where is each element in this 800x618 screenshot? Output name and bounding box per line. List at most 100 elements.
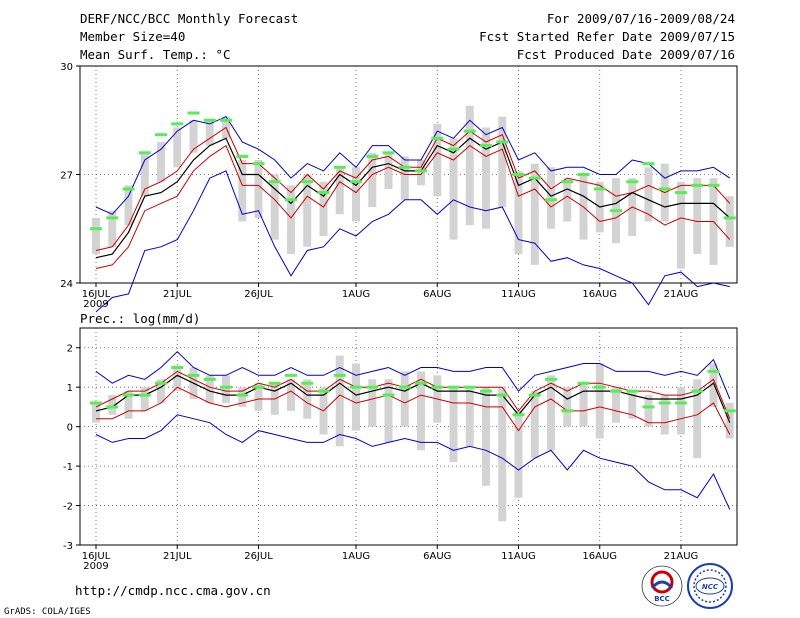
prec-xtick-year: 2009: [83, 561, 108, 572]
temp-member-25: [480, 144, 492, 148]
temp-xtick-label-7: 21AUG: [664, 289, 699, 300]
prec-box-10: [238, 387, 247, 407]
prec-member-3: [122, 393, 135, 397]
prec-box-20: [400, 371, 409, 427]
temp-member-33: [610, 209, 622, 213]
prec-series-min: [95, 414, 731, 510]
temp-box-18: [368, 152, 377, 208]
temp-member-12: [268, 180, 281, 184]
temp-member-38: [691, 183, 704, 187]
temp-box-25: [482, 127, 490, 229]
temp-member-3: [122, 187, 135, 191]
temp-box-6: [173, 127, 182, 168]
temp-member-14: [301, 180, 314, 184]
temp-member-27: [512, 173, 525, 176]
temp-box-26: [498, 116, 507, 208]
temp-ytick-label-0: 24: [60, 279, 73, 290]
temp-member-23: [447, 147, 460, 151]
temp-member-17: [350, 180, 362, 184]
temp-box-30: [563, 178, 572, 222]
temp-box-1: [92, 217, 100, 255]
prec-box-34: [628, 391, 637, 419]
precip-panel-title: Prec.: log(mm/d): [80, 311, 200, 326]
prec-member-16: [333, 373, 346, 377]
prec-box-39: [709, 363, 718, 407]
temp-xtick-label-0: 16JUL: [82, 289, 111, 300]
prec-member-25: [480, 389, 492, 393]
temp-member-34: [626, 180, 639, 184]
prec-member-5: [155, 381, 167, 385]
prec-member-31: [577, 381, 590, 385]
header-produced-date: Fcst Produced Date 2009/07/16: [517, 47, 735, 62]
temp-box-27: [514, 170, 523, 255]
temp-series-min: [95, 170, 730, 313]
prec-member-35: [642, 405, 655, 409]
prec-box-1: [92, 402, 100, 423]
temp-member-15: [317, 191, 330, 195]
prec-xtick-label-4: 6AUG: [423, 551, 451, 562]
prec-member-22: [431, 385, 444, 389]
prec-member-26: [496, 393, 509, 397]
temp-box-21: [417, 160, 425, 186]
prec-box-9: [222, 375, 230, 403]
prec-member-7: [187, 373, 200, 377]
temp-box-4: [140, 152, 149, 197]
prec-member-11: [252, 385, 265, 389]
prec-ytick-label-1: -2: [63, 502, 73, 513]
temp-member-16: [333, 165, 346, 169]
temp-member-20: [398, 165, 411, 169]
temp-box-28: [530, 163, 539, 265]
prec-member-14: [301, 381, 314, 385]
temp-series-upper: [95, 126, 731, 251]
header-forecast-period: For 2009/07/16-2009/08/24: [547, 11, 735, 26]
prec-member-19: [382, 393, 395, 397]
header-started-date: Fcst Started Refer Date 2009/07/15: [479, 29, 735, 44]
temp-box-23: [449, 138, 458, 240]
temp-xtick-label-3: 1AUG: [342, 289, 370, 300]
prec-member-10: [236, 393, 249, 397]
temp-member-19: [382, 151, 395, 155]
temp-box-29: [547, 167, 555, 229]
prec-series-mean: [95, 374, 731, 423]
prec-box-27: [514, 410, 523, 498]
temp-box-38: [693, 178, 702, 255]
prec-box-19: [384, 379, 393, 443]
temp-member-5: [155, 133, 167, 137]
prec-box-32: [595, 363, 604, 439]
temp-member-4: [138, 151, 151, 155]
prec-box-31: [579, 383, 588, 427]
prec-member-40: [723, 409, 736, 413]
temp-member-32: [593, 187, 606, 191]
prec-member-8: [203, 377, 216, 381]
prec-box-23: [449, 387, 458, 463]
temp-series-max: [95, 115, 731, 215]
temp-member-22: [431, 136, 444, 140]
temp-box-10: [238, 160, 247, 222]
prec-series-upper: [95, 370, 731, 419]
prec-box-30: [563, 387, 572, 427]
prec-ytick-label-3: 0: [67, 423, 73, 434]
temp-member-28: [528, 176, 541, 180]
temp-member-39: [707, 183, 720, 187]
prec-member-30: [561, 409, 574, 413]
prec-box-37: [677, 387, 685, 435]
temp-xtick-year: 2009: [83, 299, 108, 310]
temp-ytick-label-2: 30: [60, 62, 73, 73]
prec-member-15: [317, 389, 330, 393]
temp-member-21: [415, 169, 427, 173]
temp-member-31: [577, 173, 590, 176]
temp-member-7: [187, 111, 200, 115]
prec-box-29: [547, 375, 555, 451]
prec-series-max: [95, 351, 731, 400]
prec-member-13: [285, 373, 297, 377]
temp-box-2: [108, 210, 117, 247]
prec-member-20: [398, 385, 411, 389]
temp-box-20: [400, 156, 409, 200]
prec-member-21: [415, 381, 427, 385]
header-title: DERF/NCC/BCC Monthly Forecast: [80, 11, 298, 26]
temp-member-36: [658, 187, 671, 191]
prec-box-6: [173, 367, 182, 392]
prec-member-17: [350, 385, 362, 389]
prec-box-25: [482, 387, 490, 486]
